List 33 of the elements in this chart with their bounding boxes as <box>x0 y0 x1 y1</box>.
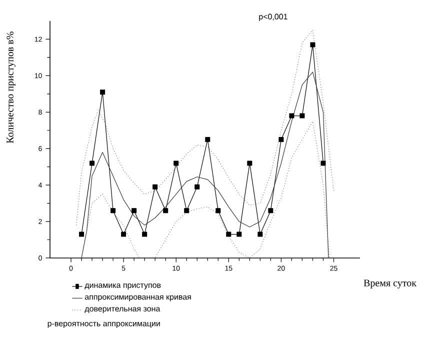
legend-label: доверительная зона <box>84 307 160 314</box>
point <box>236 232 242 237</box>
point <box>258 232 263 237</box>
point <box>110 208 116 214</box>
point <box>226 232 232 237</box>
y-axis-title: Количество приступов в% <box>6 32 16 144</box>
legend-label: динамика приступов <box>84 284 161 290</box>
point <box>184 208 190 214</box>
point <box>310 42 316 48</box>
point <box>174 160 179 166</box>
point <box>132 208 137 214</box>
annotation: p<0,001 <box>259 14 288 22</box>
legend-label: аппроксимированная кривая <box>84 295 191 302</box>
point <box>268 208 274 214</box>
line-series <box>86 120 330 258</box>
point <box>194 184 200 190</box>
point <box>90 160 95 166</box>
point <box>79 232 84 237</box>
line-series <box>81 72 329 258</box>
point <box>278 136 284 142</box>
point <box>121 232 126 237</box>
point <box>163 208 168 214</box>
point <box>216 208 221 214</box>
point <box>320 160 326 166</box>
point <box>152 184 158 190</box>
point <box>300 113 305 118</box>
x-axis-title: Время суток <box>364 280 416 288</box>
point <box>289 113 294 118</box>
point <box>247 160 252 166</box>
text: р-вероятность аппроксимации <box>48 322 160 328</box>
point <box>142 232 148 237</box>
point <box>100 90 106 95</box>
point <box>205 136 210 142</box>
